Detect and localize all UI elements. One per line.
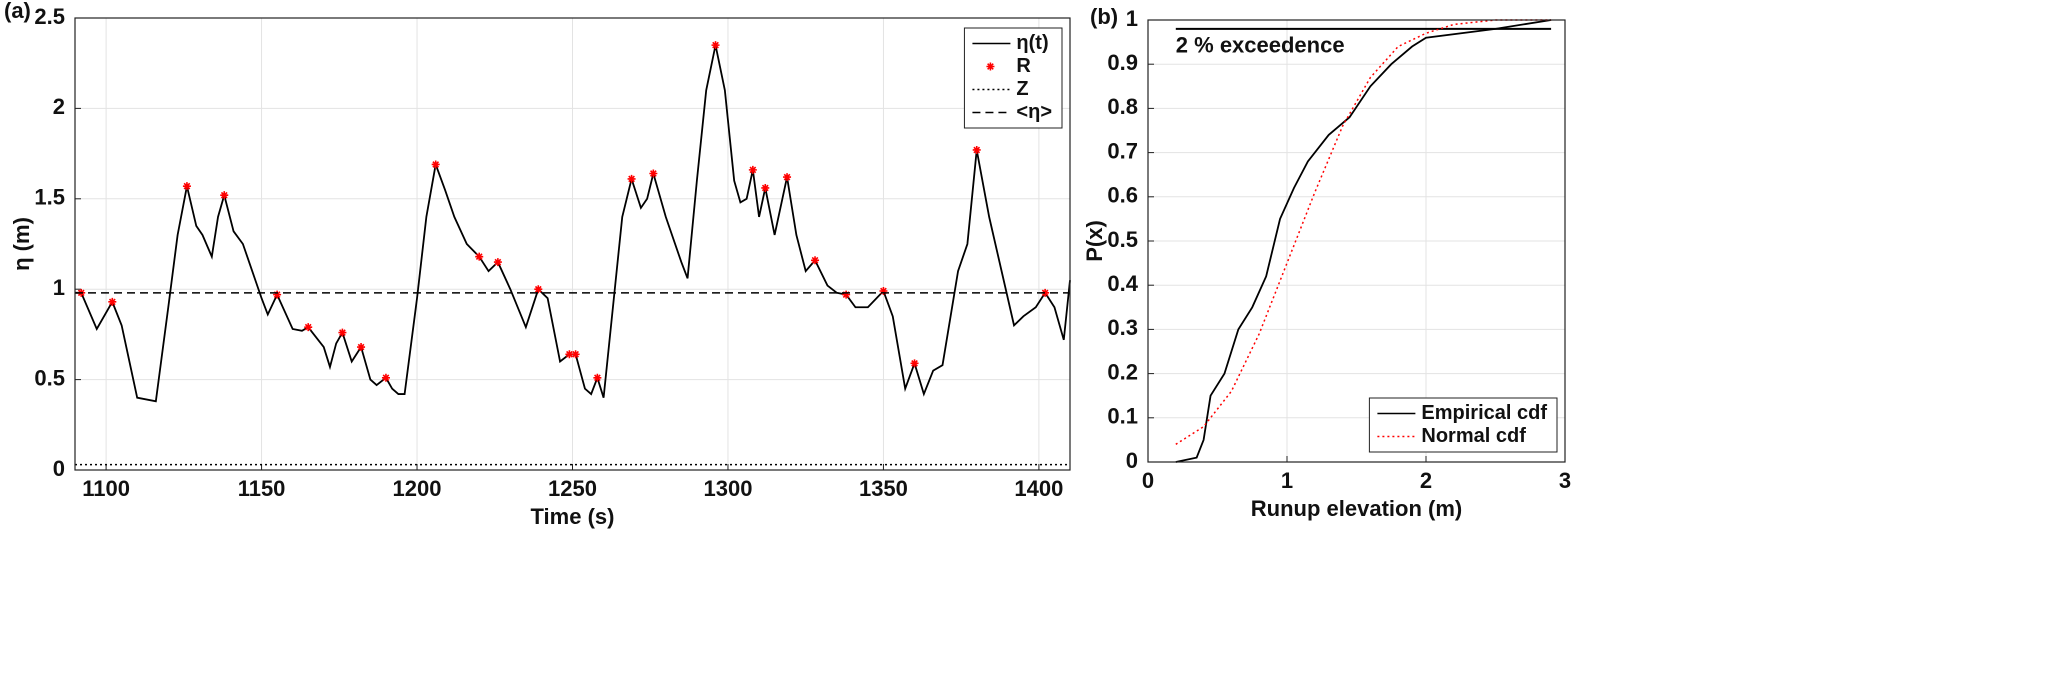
y-tick-label: 0.6 — [1107, 183, 1138, 208]
runup-marker — [534, 285, 543, 294]
x-tick-label: 1400 — [1014, 476, 1063, 501]
runup-marker — [910, 359, 919, 368]
plot-frame — [1147, 19, 1566, 463]
legend-swatch — [986, 62, 995, 71]
runup-marker — [811, 256, 820, 265]
x-tick-label: 1350 — [859, 476, 908, 501]
runup-marker — [649, 169, 658, 178]
y-tick-label: 0.8 — [1107, 94, 1138, 119]
y-tick-label: 1 — [53, 275, 65, 300]
x-tick-label: 1200 — [393, 476, 442, 501]
y-axis-label: P(x) — [1082, 220, 1107, 262]
runup-marker — [357, 343, 366, 352]
legend: η(t)RZ<η> — [963, 27, 1063, 129]
legend-box — [1368, 397, 1558, 453]
x-tick-label: 2 — [1420, 468, 1432, 493]
y-tick-label: 0.5 — [34, 365, 65, 390]
y-tick-label: 0.9 — [1107, 50, 1138, 75]
x-tick-label: 0 — [1142, 468, 1154, 493]
y-tick-label: 0.1 — [1107, 404, 1138, 429]
runup-marker — [748, 165, 757, 174]
legend-label: Normal cdf — [1421, 425, 1526, 447]
runup-marker — [381, 373, 390, 382]
legend-label: R — [1016, 55, 1031, 77]
y-axis-label: η (m) — [9, 217, 34, 271]
runup-marker — [565, 350, 574, 359]
runup-marker — [627, 174, 636, 183]
runup-marker — [711, 41, 720, 50]
x-tick-label: 1250 — [548, 476, 597, 501]
panel-label: (b) — [1090, 4, 1118, 29]
x-axis-label: Time (s) — [531, 504, 615, 529]
runup-marker — [273, 290, 282, 299]
runup-marker — [783, 173, 792, 182]
y-tick-label: 0 — [1126, 448, 1138, 473]
annotation: 2 % exceedence — [1176, 33, 1345, 58]
y-tick-label: 0 — [53, 456, 65, 481]
x-tick-label: 1300 — [703, 476, 752, 501]
series-line — [1175, 19, 1552, 463]
runup-marker — [108, 297, 117, 306]
y-tick-label: 0.4 — [1107, 271, 1138, 296]
x-axis-label: Runup elevation (m) — [1251, 496, 1462, 521]
panel-label: (a) — [4, 0, 31, 23]
runup-marker — [431, 160, 440, 169]
runup-marker — [475, 252, 484, 261]
runup-marker — [1041, 288, 1050, 297]
y-tick-label: 0.2 — [1107, 359, 1138, 384]
series-line — [1175, 19, 1552, 445]
y-tick-label: 2.5 — [34, 4, 65, 29]
runup-marker — [304, 323, 313, 332]
runup-marker — [571, 350, 580, 359]
x-tick-label: 3 — [1559, 468, 1571, 493]
x-tick-label: 1 — [1281, 468, 1293, 493]
y-tick-label: 0.5 — [1107, 227, 1138, 252]
legend-label: η(t) — [1016, 32, 1048, 54]
runup-marker — [879, 287, 888, 296]
x-tick-label: 1150 — [238, 476, 286, 501]
legend-label: Z — [1016, 78, 1028, 100]
runup-marker — [220, 191, 229, 200]
runup-marker — [493, 258, 502, 267]
y-tick-label: 1.5 — [34, 185, 65, 210]
runup-marker — [593, 373, 602, 382]
runup-marker — [182, 182, 191, 191]
plot-frame — [74, 17, 1071, 471]
x-tick-label: 1100 — [82, 476, 130, 501]
y-tick-label: 0.7 — [1107, 138, 1138, 163]
series-line — [75, 44, 1071, 403]
runup-marker — [972, 145, 981, 154]
y-tick-label: 1 — [1126, 6, 1138, 31]
runup-marker — [338, 328, 347, 337]
legend-label: <η> — [1016, 101, 1052, 123]
legend-box — [963, 27, 1063, 129]
y-tick-label: 2 — [53, 94, 65, 119]
runup-marker — [842, 290, 851, 299]
runup-marker — [761, 183, 770, 192]
y-tick-label: 0.3 — [1107, 315, 1138, 340]
legend-label: Empirical cdf — [1421, 402, 1547, 424]
